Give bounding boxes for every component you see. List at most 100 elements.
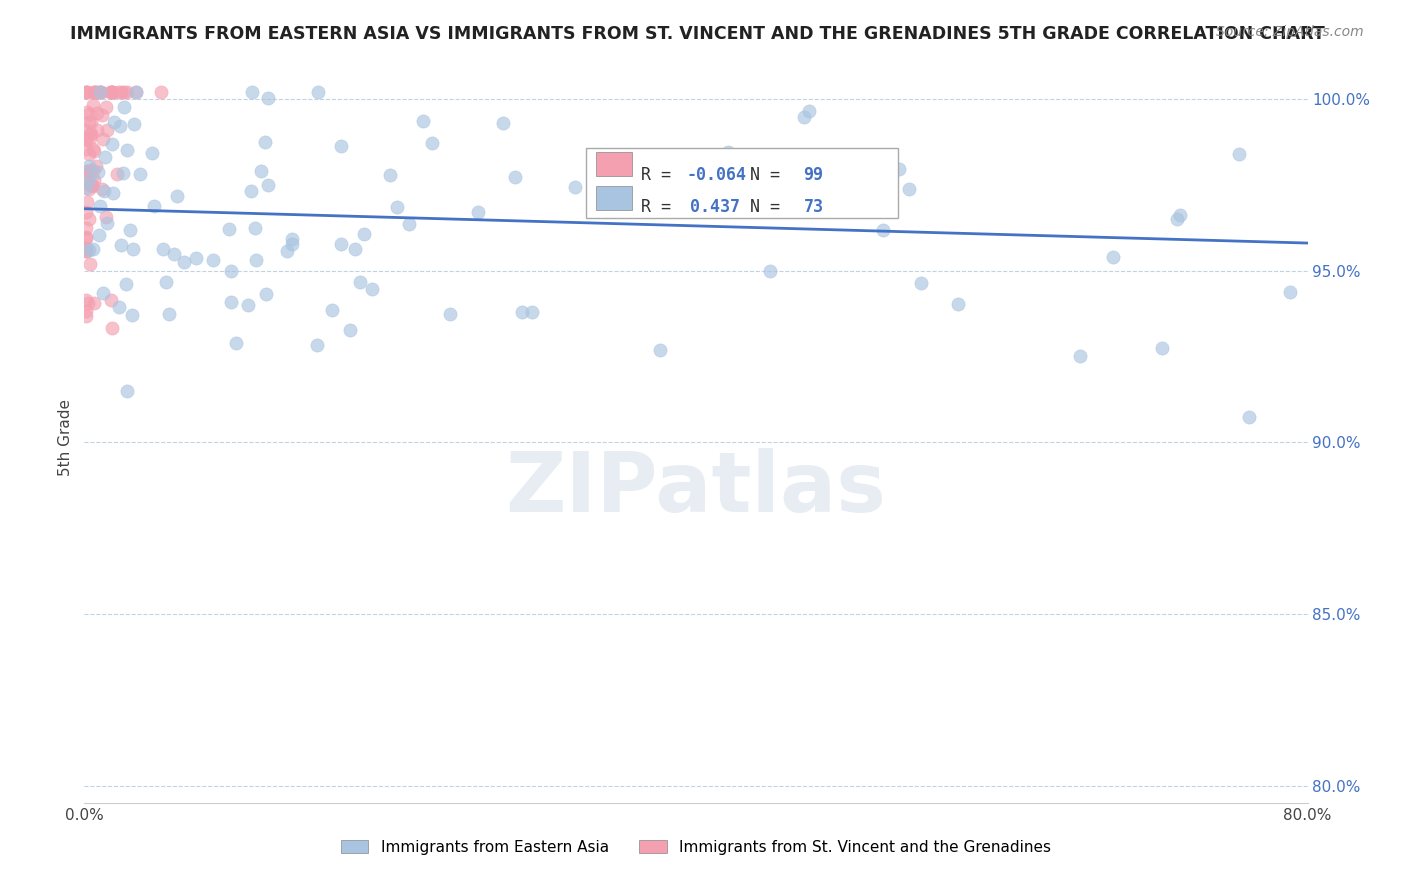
Point bbox=[129, 167, 152, 181]
Point bbox=[114, 277, 136, 291]
Point bbox=[349, 275, 371, 289]
Point bbox=[510, 305, 533, 319]
Point bbox=[503, 169, 526, 184]
Point bbox=[75, 164, 97, 178]
Point bbox=[1227, 146, 1250, 161]
Point bbox=[83, 85, 105, 99]
Point bbox=[110, 85, 132, 99]
Point bbox=[110, 237, 132, 252]
Y-axis label: 5th Grade: 5th Grade bbox=[58, 399, 73, 475]
Point bbox=[86, 123, 108, 137]
Point bbox=[77, 177, 100, 191]
Point bbox=[101, 85, 124, 99]
Point bbox=[98, 85, 121, 99]
Point bbox=[77, 147, 100, 161]
Point bbox=[157, 307, 180, 321]
Point bbox=[257, 91, 280, 105]
Point bbox=[240, 85, 263, 99]
Bar bbox=[596, 186, 633, 211]
Point bbox=[115, 143, 138, 157]
Point bbox=[281, 237, 304, 252]
Point bbox=[307, 338, 329, 352]
Point bbox=[77, 165, 100, 179]
Point bbox=[83, 172, 105, 186]
Point bbox=[166, 189, 188, 203]
Point bbox=[82, 242, 104, 256]
Text: N =: N = bbox=[730, 198, 790, 216]
Point bbox=[125, 85, 148, 99]
Point bbox=[76, 85, 98, 99]
Point bbox=[380, 168, 402, 182]
Point bbox=[101, 85, 124, 99]
Point bbox=[201, 252, 224, 267]
Point bbox=[84, 85, 107, 99]
Point bbox=[1237, 410, 1260, 425]
Point bbox=[94, 100, 117, 114]
Point bbox=[76, 205, 98, 219]
Text: -0.064: -0.064 bbox=[686, 166, 747, 185]
Point bbox=[107, 85, 129, 99]
Point bbox=[105, 167, 128, 181]
Point bbox=[218, 221, 240, 235]
Point bbox=[90, 182, 112, 196]
Point bbox=[75, 231, 97, 245]
Point bbox=[344, 242, 367, 256]
Point bbox=[420, 136, 443, 150]
Point bbox=[221, 294, 243, 309]
Point bbox=[75, 309, 97, 323]
Point bbox=[1150, 341, 1173, 355]
Point bbox=[276, 244, 298, 259]
Point bbox=[122, 242, 145, 256]
Point bbox=[75, 181, 97, 195]
Point bbox=[82, 142, 104, 156]
Point bbox=[219, 264, 242, 278]
Point bbox=[101, 137, 124, 152]
Point bbox=[89, 85, 111, 99]
Point bbox=[86, 85, 108, 99]
Point bbox=[467, 204, 489, 219]
Text: Source: ZipAtlas.com: Source: ZipAtlas.com bbox=[1216, 25, 1364, 39]
Point bbox=[1069, 350, 1091, 364]
Point bbox=[155, 275, 177, 289]
Text: 99: 99 bbox=[804, 166, 824, 185]
Point bbox=[79, 131, 101, 145]
Point bbox=[75, 174, 97, 188]
Point bbox=[412, 113, 434, 128]
Point bbox=[112, 85, 135, 99]
Point bbox=[948, 297, 970, 311]
Point bbox=[96, 211, 118, 225]
Point bbox=[329, 237, 352, 252]
Point bbox=[75, 142, 97, 156]
Point bbox=[96, 122, 118, 136]
Point bbox=[163, 247, 186, 261]
Point bbox=[80, 178, 103, 193]
Point bbox=[79, 257, 101, 271]
Point bbox=[122, 117, 145, 131]
Point bbox=[89, 199, 111, 213]
Point bbox=[243, 221, 266, 235]
Text: N =: N = bbox=[730, 166, 790, 185]
Point bbox=[184, 251, 207, 265]
Text: ZIPatlas: ZIPatlas bbox=[506, 448, 886, 529]
Point bbox=[522, 305, 544, 319]
Point bbox=[142, 199, 165, 213]
Point bbox=[398, 218, 420, 232]
Point bbox=[111, 166, 134, 180]
Point bbox=[752, 162, 775, 177]
Point bbox=[115, 384, 138, 398]
Point bbox=[101, 85, 124, 99]
Point bbox=[256, 178, 278, 192]
Point bbox=[75, 221, 97, 235]
Point bbox=[94, 150, 117, 164]
Point bbox=[75, 133, 97, 147]
Point bbox=[307, 85, 329, 99]
Point bbox=[108, 119, 131, 133]
Point bbox=[225, 336, 247, 351]
Point bbox=[91, 107, 114, 121]
Point bbox=[385, 200, 408, 214]
Point bbox=[100, 320, 122, 334]
Point bbox=[173, 255, 195, 269]
Point bbox=[910, 276, 932, 290]
Point bbox=[75, 132, 97, 146]
Point bbox=[742, 169, 765, 183]
